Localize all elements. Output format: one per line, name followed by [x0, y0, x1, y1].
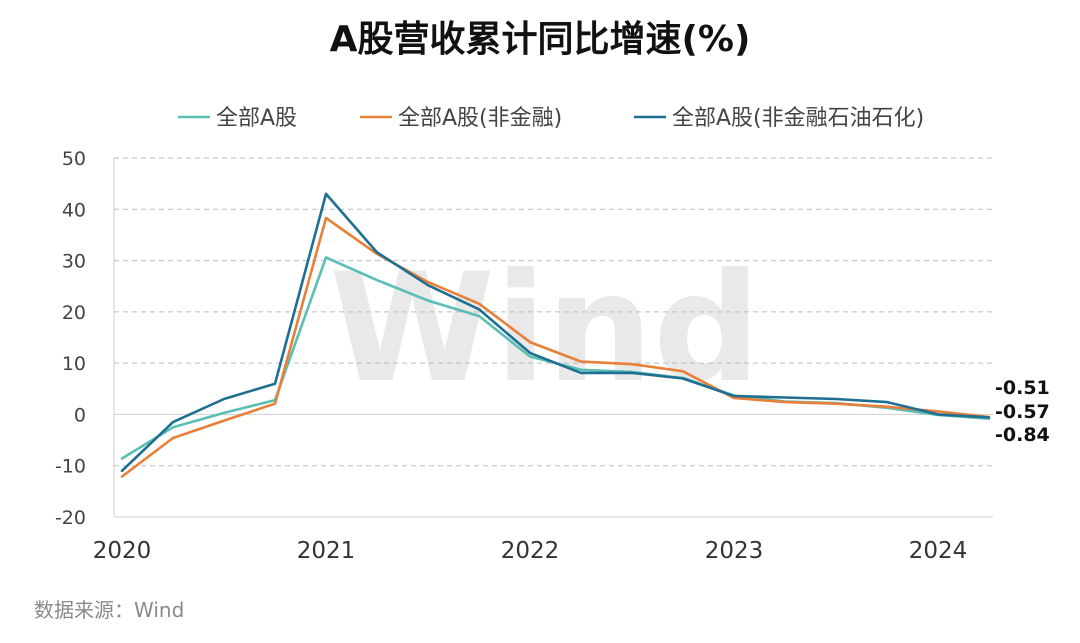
end-labels: -0.51-0.57-0.84: [995, 377, 1050, 446]
y-tick-label: 50: [62, 148, 86, 170]
watermark-text: Wind: [329, 242, 760, 416]
y-tick-label: 30: [62, 251, 86, 273]
end-value-label: -0.84: [995, 424, 1050, 446]
legend-label: 全部A股(非金融石油石化): [672, 106, 924, 131]
series-lines: [120, 192, 991, 478]
x-tick-label: 2020: [93, 538, 152, 564]
y-tick-label: 20: [62, 302, 86, 324]
series-line-2: [120, 216, 991, 478]
legend: 全部A股 全部A股(非金融) 全部A股(非金融石油石化): [178, 106, 924, 131]
x-tick-label: 2022: [501, 538, 560, 564]
watermark: Wind: [329, 242, 760, 416]
data-source-note: 数据来源：Wind: [34, 598, 185, 622]
y-tick-label: 40: [62, 199, 86, 221]
y-tick-label: 0: [74, 404, 86, 426]
legend-label: 全部A股: [216, 106, 297, 131]
legend-label: 全部A股(非金融): [398, 106, 562, 131]
x-tick-label: 2024: [909, 538, 968, 564]
x-tick-label: 2021: [297, 538, 356, 564]
y-tick-label: 10: [62, 353, 86, 375]
y-tick-label: -20: [55, 507, 86, 529]
x-tick-label: 2023: [705, 538, 764, 564]
series-line-3: [120, 192, 991, 473]
x-axis: 2020 2021 2022 2023 2024: [93, 516, 993, 564]
end-value-label: -0.51: [995, 377, 1050, 399]
chart-title: A股营收累计同比增速(%): [329, 19, 751, 60]
y-axis: 50 40 30 20 10 0 -10 -20: [55, 148, 115, 529]
y-tick-label: -10: [55, 456, 86, 478]
end-value-label: -0.57: [995, 401, 1050, 423]
